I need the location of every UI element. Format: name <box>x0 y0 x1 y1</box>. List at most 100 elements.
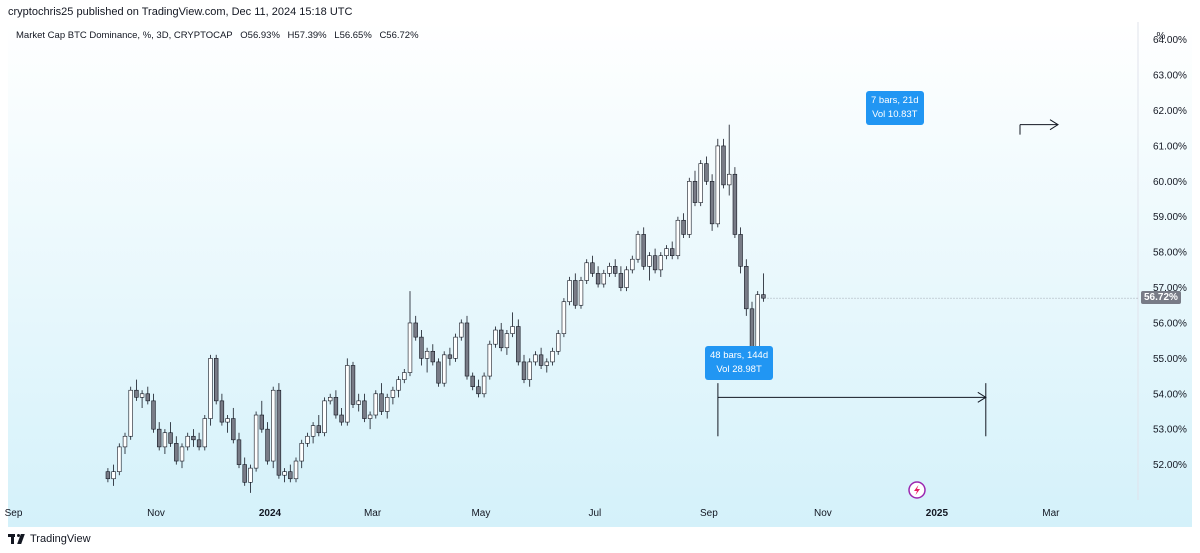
candle-body <box>202 418 207 448</box>
candle-body <box>253 414 259 469</box>
candle-body <box>521 361 527 380</box>
footer-brand[interactable]: TradingView <box>30 533 91 545</box>
measure-large-bars: 48 bars, 144d <box>710 350 769 361</box>
candle-body <box>681 219 686 235</box>
candle-body <box>761 294 766 299</box>
candle-body <box>573 280 578 306</box>
candle-body <box>231 418 236 441</box>
candle-body <box>635 234 641 260</box>
candle-body <box>128 389 133 437</box>
publish-info: published on TradingView.com, Dec 11, 20… <box>76 6 353 18</box>
candle-body <box>476 386 481 395</box>
candle-body <box>151 400 156 430</box>
candle-body <box>721 145 726 186</box>
x-tick-label: Nov <box>147 508 165 519</box>
candle-body <box>544 361 550 366</box>
legend-open: O56.93% <box>240 30 280 41</box>
x-tick-label: Sep <box>5 508 23 519</box>
candle-body <box>362 400 367 419</box>
candle-body <box>248 467 253 483</box>
candle-body <box>242 464 247 483</box>
legend-low: L56.65% <box>334 30 372 41</box>
candle-body <box>265 428 270 462</box>
candle-body <box>185 435 190 448</box>
author-name[interactable]: cryptochris25 <box>8 6 74 18</box>
candle-body <box>293 460 299 480</box>
candle-body <box>179 446 185 462</box>
candle-body <box>618 273 624 288</box>
candle-body <box>145 393 150 402</box>
candle-body <box>498 329 504 349</box>
last-price-label: 56.72% <box>1141 291 1181 305</box>
candle-body <box>732 173 738 235</box>
candle-body <box>453 336 458 359</box>
candle-body <box>561 301 567 334</box>
candle-body <box>419 336 424 359</box>
x-tick-label: Mar <box>1042 508 1060 519</box>
candle-body <box>174 443 179 462</box>
candle-body <box>322 400 327 434</box>
candle-body <box>139 393 145 398</box>
candle-body <box>504 333 510 349</box>
y-tick-label: 53.00% <box>1153 425 1187 436</box>
candle-body <box>516 326 521 363</box>
candle-body <box>744 266 749 310</box>
candle-body <box>396 379 401 391</box>
candle-body <box>692 181 698 203</box>
candle-body <box>367 414 373 419</box>
y-axis: 52.00% 53.00% 54.00% 55.00% 56.00% 57.00% 58.0… <box>1153 35 1187 471</box>
candle-body <box>647 255 652 267</box>
candle-body <box>390 389 396 398</box>
y-tick-label: 63.00% <box>1153 71 1187 82</box>
candle-body <box>590 262 595 274</box>
x-tick-label: Sep <box>700 508 718 519</box>
candle-body <box>122 435 128 448</box>
measure-small-vol: Vol 10.83T <box>872 109 918 120</box>
candle-body <box>464 322 470 377</box>
y-tick-label: 62.00% <box>1153 106 1187 117</box>
candle-body <box>595 273 601 285</box>
x-tick-label: 2024 <box>259 508 282 519</box>
candle-body <box>584 262 589 281</box>
x-axis: Sep Nov 2024 Mar May Jul Sep Nov 2025 Mar <box>5 508 1061 519</box>
y-tick-label: 56.00% <box>1153 318 1187 329</box>
candle-body <box>299 443 304 462</box>
candle-body <box>533 354 538 363</box>
candle-body <box>208 358 213 419</box>
x-tick-label: Jul <box>589 508 602 519</box>
candle-body <box>715 145 721 225</box>
candle-body <box>111 471 116 480</box>
y-tick-label: 61.00% <box>1153 141 1187 152</box>
candle-body <box>738 234 743 267</box>
y-tick-label: 60.00% <box>1153 177 1187 188</box>
candle-body <box>630 258 635 271</box>
y-tick-label: 54.00% <box>1153 389 1187 400</box>
y-tick-label: 55.00% <box>1153 354 1187 365</box>
candle-body <box>270 389 276 462</box>
candle-body <box>578 280 584 306</box>
candle-body <box>470 375 475 387</box>
candle-body <box>134 389 139 398</box>
measure-small-bars: 7 bars, 21d <box>871 95 919 106</box>
measure-box-small[interactable]: 7 bars, 21d Vol 10.83T <box>866 91 924 125</box>
candle-body <box>407 322 413 373</box>
candle-body <box>538 354 544 366</box>
measure-small-arrowhead <box>1049 119 1059 131</box>
candle-body <box>436 361 441 384</box>
candle-body <box>612 266 618 274</box>
candle-body <box>698 163 703 203</box>
legend-symbol[interactable]: Market Cap BTC Dominance, %, 3D, CRYPTOC… <box>16 30 233 41</box>
publish-header: cryptochris25 published on TradingView.c… <box>8 6 352 22</box>
candle-body <box>117 446 122 472</box>
measure-box-large[interactable]: 48 bars, 144d Vol 28.98T <box>705 346 774 380</box>
scale-unit-button[interactable]: % <box>1156 31 1166 42</box>
candle-body <box>567 280 572 303</box>
candle-body <box>219 400 225 423</box>
candle-body <box>413 322 418 338</box>
tradingview-logo-icon[interactable] <box>8 534 26 544</box>
measure-drawings <box>717 119 1059 437</box>
candle-body <box>105 471 111 480</box>
x-tick-label: Nov <box>814 508 832 519</box>
candle-body <box>333 397 339 416</box>
